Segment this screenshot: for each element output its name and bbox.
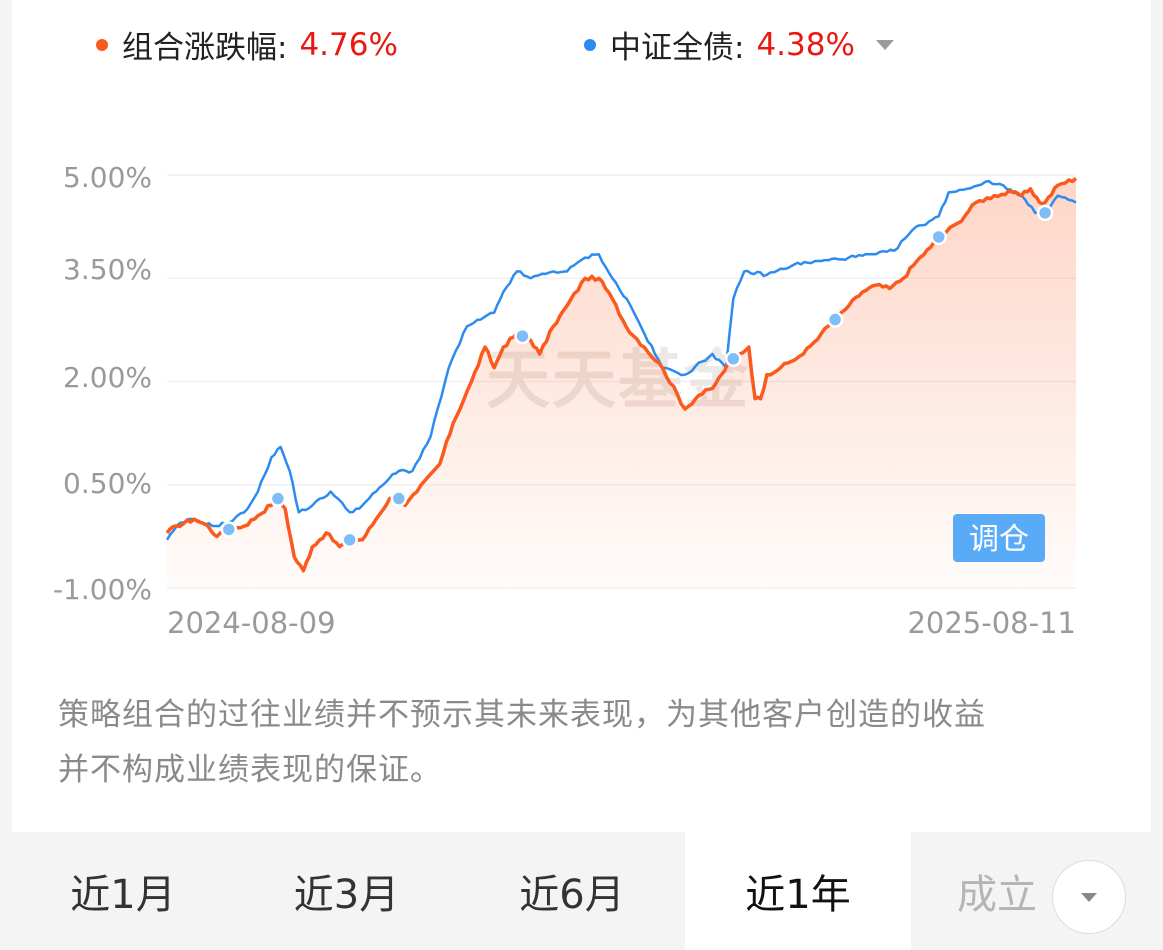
y-tick-label: 3.50% bbox=[63, 253, 152, 286]
y-tick-label: 0.50% bbox=[63, 467, 152, 500]
y-tick-label: 2.00% bbox=[63, 361, 152, 394]
legend-portfolio-value: 4.76% bbox=[299, 26, 398, 63]
chevron-down-icon bbox=[1081, 892, 1097, 902]
legend-benchmark-value: 4.38% bbox=[756, 26, 855, 63]
legend-benchmark[interactable]: 中证全债: 4.38% bbox=[584, 22, 855, 67]
more-periods-button[interactable] bbox=[1052, 860, 1126, 934]
tab-1-year[interactable]: 近1年 bbox=[685, 832, 911, 950]
rebalance-marker[interactable] bbox=[269, 490, 287, 507]
tab-label: 近1月 bbox=[70, 872, 176, 918]
portfolio-series-line bbox=[165, 177, 1078, 573]
rebalance-tag-label: 调仓 bbox=[969, 522, 1029, 557]
legend-benchmark-label: 中证全债: bbox=[610, 30, 745, 66]
y-tick-label: -1.00% bbox=[53, 573, 152, 606]
x-axis-end-label: 2025-08-11 bbox=[907, 606, 1076, 640]
legend-portfolio: 组合涨跌幅: 4.76% bbox=[96, 22, 398, 67]
return-line-chart: 5.00%3.50%2.00%0.50%-1.00% 天天基金 调仓 2024-… bbox=[53, 161, 1078, 640]
performance-disclaimer: 策略组合的过往业绩并不预示其未来表现，为其他客户创造的收益 并不构成业绩表现的保… bbox=[58, 688, 1118, 798]
rebalance-marker[interactable] bbox=[725, 350, 742, 368]
legend-portfolio-label: 组合涨跌幅: bbox=[122, 30, 288, 66]
rebalance-marker[interactable] bbox=[514, 327, 531, 345]
tab-label: 近6月 bbox=[519, 872, 625, 918]
rebalance-marker[interactable] bbox=[826, 311, 844, 328]
disclaimer-line-1: 策略组合的过往业绩并不预示其未来表现，为其他客户创造的收益 bbox=[58, 697, 986, 733]
tab-label: 近3月 bbox=[293, 872, 400, 918]
chart-card: 组合涨跌幅: 4.76% 中证全债: 4.38% 5.00% 3.50% 2.00%… bbox=[12, 0, 1151, 832]
tab-6-months[interactable]: 近6月 bbox=[459, 832, 685, 950]
rebalance-marker[interactable] bbox=[220, 521, 238, 538]
rebalance-marker[interactable] bbox=[930, 228, 947, 246]
tab-label: 成立 bbox=[957, 872, 1037, 918]
benchmark-dropdown-caret-icon[interactable] bbox=[876, 40, 894, 50]
rebalance-tag-box bbox=[953, 514, 1045, 562]
chart-legend: 组合涨跌幅: 4.76% 中证全债: 4.38% bbox=[12, 22, 1151, 68]
portfolio-area-fill bbox=[167, 178, 1076, 588]
rebalance-annotation[interactable]: 调仓 bbox=[953, 210, 1046, 562]
benchmark-series-line bbox=[165, 179, 1077, 541]
x-axis-start-label: 2024-08-09 bbox=[167, 606, 336, 640]
tab-3-months[interactable]: 近3月 bbox=[234, 832, 459, 950]
y-axis-ticks: 5.00% 3.50% 2.00% 0.50% -1.00% bbox=[53, 161, 152, 606]
tab-since-inception[interactable]: 成立 bbox=[911, 832, 1051, 950]
tab-label: 近1年 bbox=[745, 872, 851, 918]
rebalance-marker[interactable] bbox=[341, 531, 358, 549]
disclaimer-line-2: 并不构成业绩表现的保证。 bbox=[58, 752, 442, 788]
y-tick-label: 5.00% bbox=[63, 161, 152, 194]
tab-1-month[interactable]: 近1月 bbox=[12, 832, 234, 950]
legend-benchmark-dot bbox=[584, 38, 596, 51]
period-tabs: 近1月 近3月 近6月 近1年 成立 bbox=[12, 832, 1151, 950]
legend-portfolio-dot bbox=[96, 38, 108, 51]
rebalance-marker[interactable] bbox=[390, 490, 408, 507]
